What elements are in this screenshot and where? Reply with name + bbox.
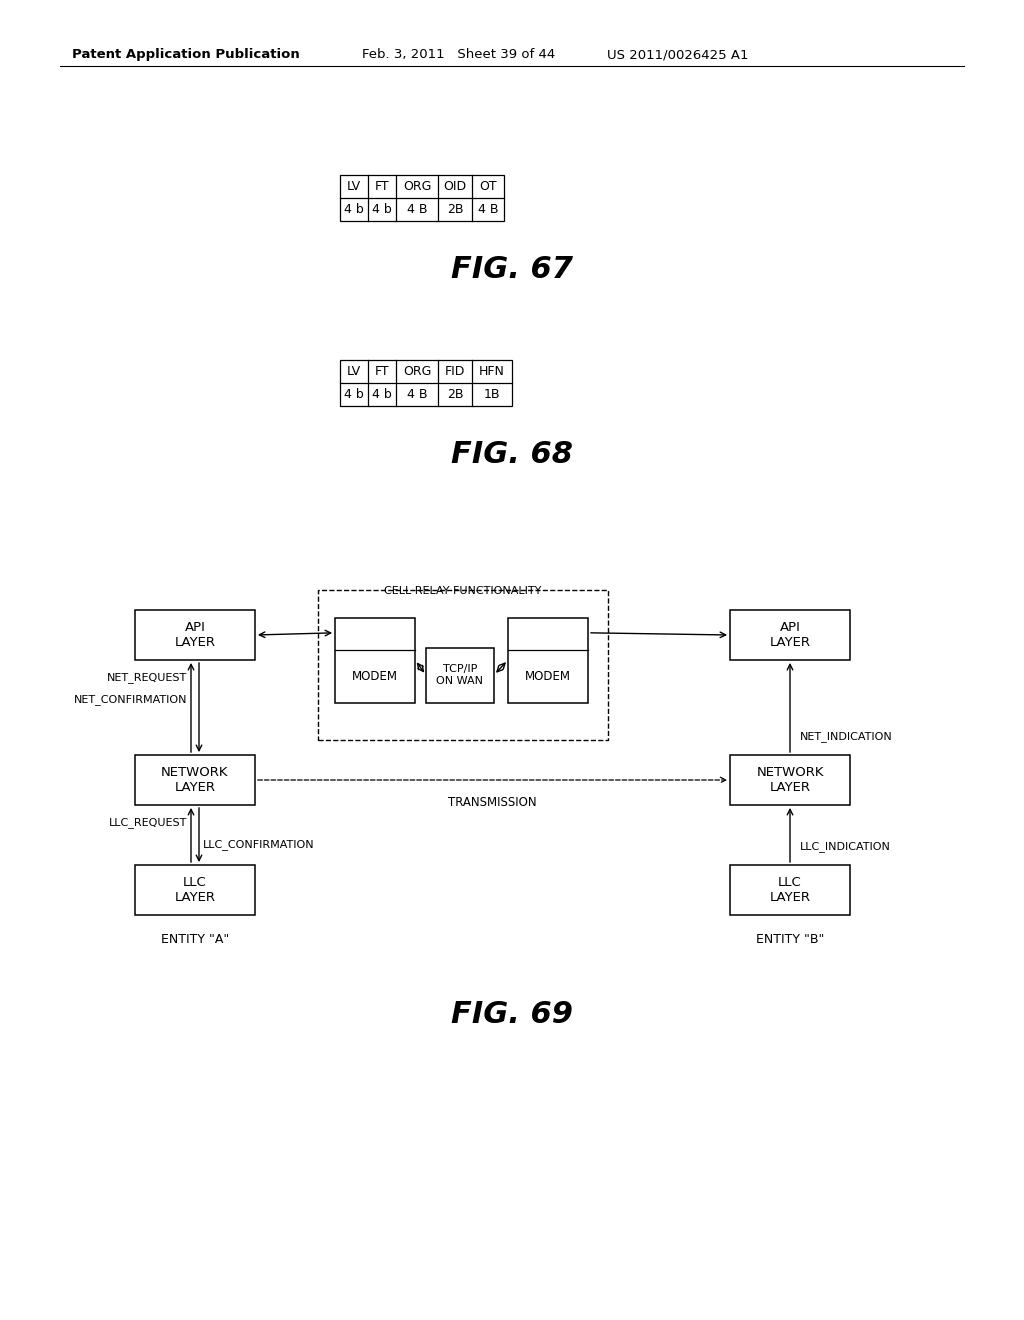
Text: TRANSMISSION: TRANSMISSION xyxy=(449,796,537,809)
Bar xyxy=(135,610,255,660)
Text: FT: FT xyxy=(375,366,389,378)
Text: 1B: 1B xyxy=(483,388,501,401)
Text: OID: OID xyxy=(443,180,467,193)
Text: 2B: 2B xyxy=(446,388,463,401)
Text: OT: OT xyxy=(479,180,497,193)
Bar xyxy=(335,618,415,702)
Text: 2B: 2B xyxy=(446,203,463,216)
Text: ENTITY "B": ENTITY "B" xyxy=(756,933,824,946)
Text: 4 b: 4 b xyxy=(344,203,364,216)
Text: ORG: ORG xyxy=(402,180,431,193)
Text: API
LAYER: API LAYER xyxy=(769,620,811,649)
Text: LV: LV xyxy=(347,366,361,378)
Text: LLC
LAYER: LLC LAYER xyxy=(174,876,215,904)
Text: FIG. 68: FIG. 68 xyxy=(451,440,573,469)
Text: LLC_CONFIRMATION: LLC_CONFIRMATION xyxy=(203,840,314,850)
Text: ORG: ORG xyxy=(402,366,431,378)
Text: Patent Application Publication: Patent Application Publication xyxy=(72,48,300,61)
Text: NET_CONFIRMATION: NET_CONFIRMATION xyxy=(74,694,187,705)
Text: FT: FT xyxy=(375,180,389,193)
Text: LV: LV xyxy=(347,180,361,193)
Text: TCP/IP
ON WAN: TCP/IP ON WAN xyxy=(436,664,483,686)
Text: MODEM: MODEM xyxy=(525,671,571,684)
Text: US 2011/0026425 A1: US 2011/0026425 A1 xyxy=(607,48,749,61)
Text: NET_INDICATION: NET_INDICATION xyxy=(800,731,893,742)
Text: 4 B: 4 B xyxy=(407,203,427,216)
Text: 4 b: 4 b xyxy=(372,388,392,401)
Text: LLC_INDICATION: LLC_INDICATION xyxy=(800,842,891,853)
Text: 4 b: 4 b xyxy=(372,203,392,216)
Text: FID: FID xyxy=(444,366,465,378)
Text: NETWORK
LAYER: NETWORK LAYER xyxy=(757,766,823,795)
Text: MODEM: MODEM xyxy=(352,671,398,684)
Bar xyxy=(318,590,608,741)
Text: HFN: HFN xyxy=(479,366,505,378)
Bar xyxy=(730,610,850,660)
Text: 4 B: 4 B xyxy=(407,388,427,401)
Text: FIG. 69: FIG. 69 xyxy=(451,1001,573,1030)
Text: LLC_REQUEST: LLC_REQUEST xyxy=(109,817,187,829)
Bar xyxy=(135,755,255,805)
Text: NETWORK
LAYER: NETWORK LAYER xyxy=(161,766,228,795)
Bar xyxy=(340,360,512,407)
Bar xyxy=(135,865,255,915)
Bar xyxy=(730,755,850,805)
Text: LLC
LAYER: LLC LAYER xyxy=(769,876,811,904)
Text: FIG. 67: FIG. 67 xyxy=(451,255,573,284)
Text: CELL RELAY FUNCTIONALITY: CELL RELAY FUNCTIONALITY xyxy=(384,586,542,597)
Text: 4 B: 4 B xyxy=(478,203,499,216)
Text: API
LAYER: API LAYER xyxy=(174,620,215,649)
Bar xyxy=(730,865,850,915)
Text: NET_REQUEST: NET_REQUEST xyxy=(106,673,187,684)
Bar xyxy=(340,176,504,220)
Text: Feb. 3, 2011   Sheet 39 of 44: Feb. 3, 2011 Sheet 39 of 44 xyxy=(362,48,555,61)
Text: ENTITY "A": ENTITY "A" xyxy=(161,933,229,946)
Text: 4 b: 4 b xyxy=(344,388,364,401)
Bar xyxy=(426,648,494,702)
Bar xyxy=(508,618,588,702)
